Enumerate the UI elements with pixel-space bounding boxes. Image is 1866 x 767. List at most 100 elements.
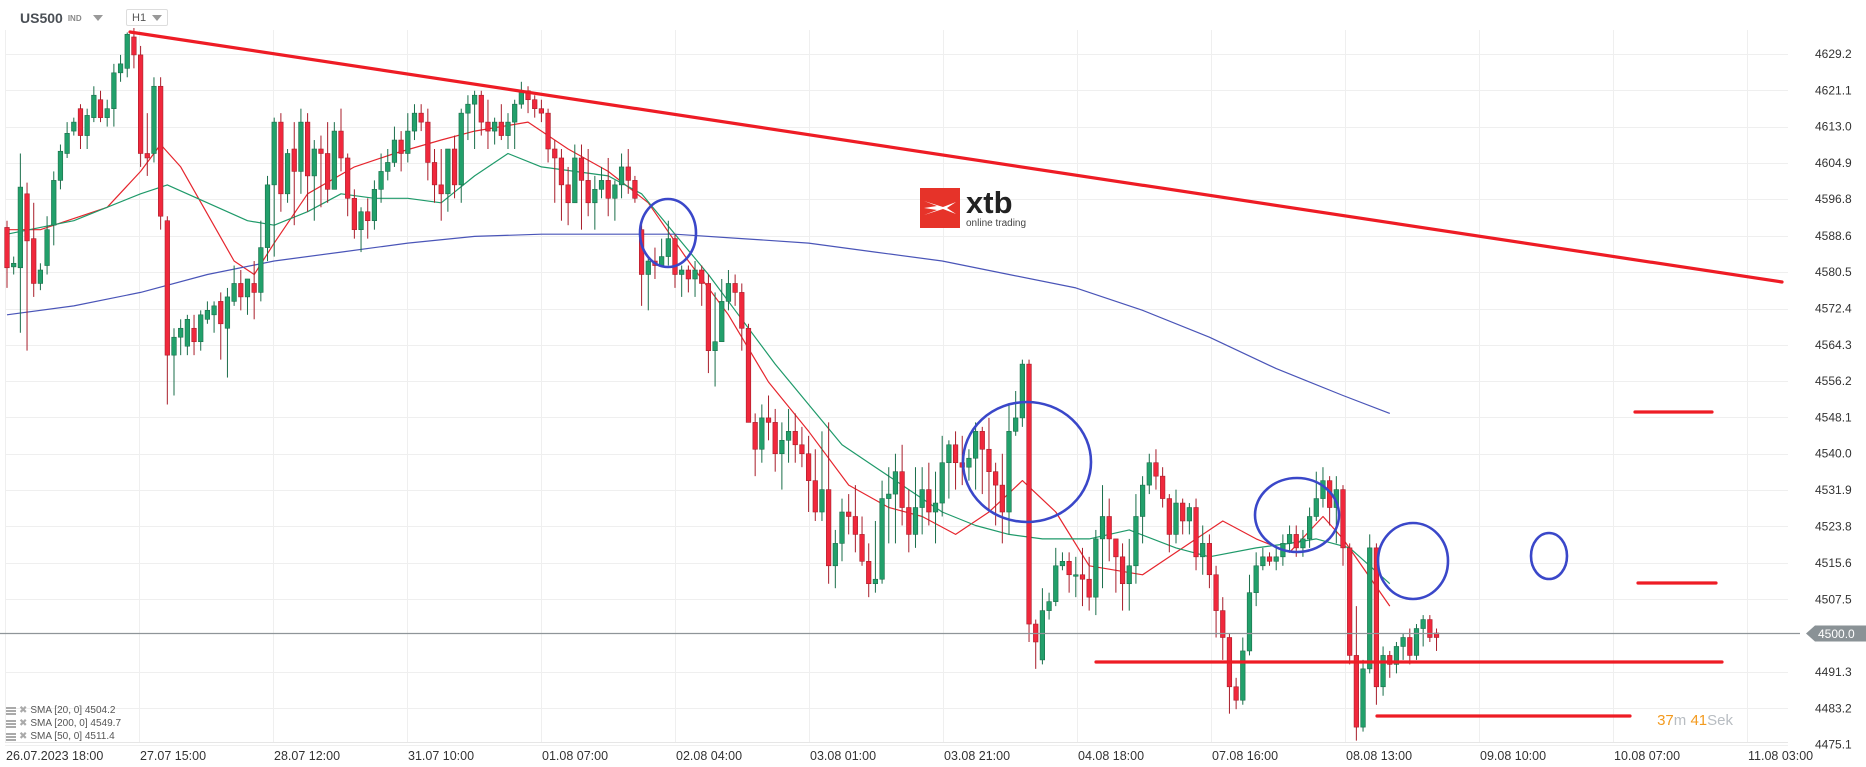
candle: [311, 148, 317, 177]
candle: [932, 502, 939, 513]
price-axis[interactable]: 4629.2 4621.1 4613.0 4604.9 4596.8 4588.6 4580…: [1815, 47, 1852, 752]
candle: [258, 247, 264, 293]
candle: [318, 148, 324, 154]
candle: [1313, 498, 1319, 517]
candle: [785, 431, 792, 441]
candle: [1420, 619, 1426, 629]
candle: [605, 180, 611, 199]
logo-tagline: online trading: [966, 218, 1027, 229]
candle: [278, 121, 284, 195]
price-tick-label: 4531.9: [1815, 483, 1852, 497]
candle: [485, 121, 491, 132]
candle: [565, 184, 571, 204]
candle: [572, 157, 578, 204]
price-tick-label: 4556.2: [1815, 374, 1852, 388]
candle: [17, 186, 23, 269]
candle: [144, 153, 150, 159]
candle: [805, 453, 812, 481]
candle: [1073, 574, 1079, 577]
price-tick-label: 4596.8: [1815, 192, 1852, 206]
candle: [1253, 565, 1259, 593]
time-tick-label: 08.08 13:00: [1346, 749, 1412, 763]
candle: [926, 489, 932, 513]
candle: [191, 327, 197, 343]
price-tick-label: 4604.9: [1815, 156, 1852, 170]
price-tick-label: 4621.1: [1815, 83, 1852, 97]
close-icon[interactable]: ✖: [19, 705, 28, 716]
candle: [732, 283, 738, 293]
candle: [184, 319, 190, 347]
close-icon[interactable]: ✖: [19, 718, 28, 729]
candle: [411, 112, 418, 132]
candle: [1160, 475, 1166, 499]
current-price-line: 4500.0: [0, 625, 1866, 642]
candle: [705, 283, 711, 351]
candle: [512, 103, 518, 123]
timeframe-value: H1: [132, 11, 147, 24]
time-tick-label: 07.08 16:00: [1212, 749, 1278, 763]
symbol-selector[interactable]: US500 IND: [20, 10, 103, 26]
candle: [879, 498, 885, 580]
candle: [792, 431, 798, 446]
annotations: [128, 30, 1784, 718]
candle: [1293, 534, 1299, 549]
highlight-circle: [1376, 521, 1450, 601]
logo-wordmark: xtb: [966, 185, 1013, 220]
price-tick-label: 4580.5: [1815, 265, 1852, 279]
candle: [699, 269, 705, 284]
candle: [1026, 363, 1032, 625]
legend-sma-200: ✖ SMA [200, 0] 4549.7: [6, 717, 121, 730]
candle: [1093, 538, 1099, 598]
candle: [1006, 431, 1012, 513]
candle: [1039, 610, 1045, 661]
close-icon[interactable]: ✖: [19, 731, 28, 742]
candle: [1246, 592, 1253, 652]
candle: [1193, 507, 1199, 558]
candle: [164, 220, 170, 356]
candle: [919, 489, 925, 508]
candle: [1126, 565, 1132, 585]
current-price-value: 4500.0: [1818, 627, 1855, 641]
candle: [358, 211, 364, 230]
candle: [1427, 619, 1433, 638]
candle: [765, 417, 772, 423]
time-tick-label: 03.08 21:00: [944, 749, 1010, 763]
settings-menu-icon[interactable]: [6, 732, 16, 741]
chevron-down-icon: [152, 14, 162, 21]
candle: [291, 148, 297, 172]
candle: [91, 94, 97, 118]
timeframe-select[interactable]: H1: [126, 9, 168, 26]
settings-menu-icon[interactable]: [6, 719, 16, 728]
time-tick-label: 28.07 12:00: [274, 749, 340, 763]
candle: [545, 112, 551, 150]
legend-label: SMA [50, 0] 4511.4: [30, 731, 115, 742]
candle: [158, 85, 164, 217]
time-axis[interactable]: 26.07.2023 18:00 27.07 15:00 28.07 12:00 31…: [6, 749, 1813, 763]
candle: [979, 431, 985, 450]
candle: [391, 139, 398, 163]
candle: [612, 184, 618, 199]
candle: [445, 148, 451, 195]
candle: [1133, 516, 1139, 567]
candle: [538, 108, 544, 114]
candle: [986, 448, 992, 472]
candle: [1233, 686, 1239, 701]
candle: [886, 493, 892, 499]
symbol-type: IND: [67, 13, 82, 23]
candle: [1213, 574, 1219, 611]
candle: [251, 283, 257, 293]
candle: [425, 121, 431, 163]
candle: [198, 314, 204, 343]
candle: [759, 417, 765, 450]
candle: [772, 422, 778, 455]
candle: [712, 341, 718, 351]
price-tick-label: 4515.6: [1815, 556, 1852, 570]
candle: [906, 507, 912, 535]
settings-menu-icon[interactable]: [6, 706, 16, 715]
candles: [4, 28, 1440, 741]
candle: [952, 444, 959, 464]
candle: [625, 166, 631, 181]
sma-line: [6, 233, 1391, 414]
candle: [1066, 561, 1072, 576]
